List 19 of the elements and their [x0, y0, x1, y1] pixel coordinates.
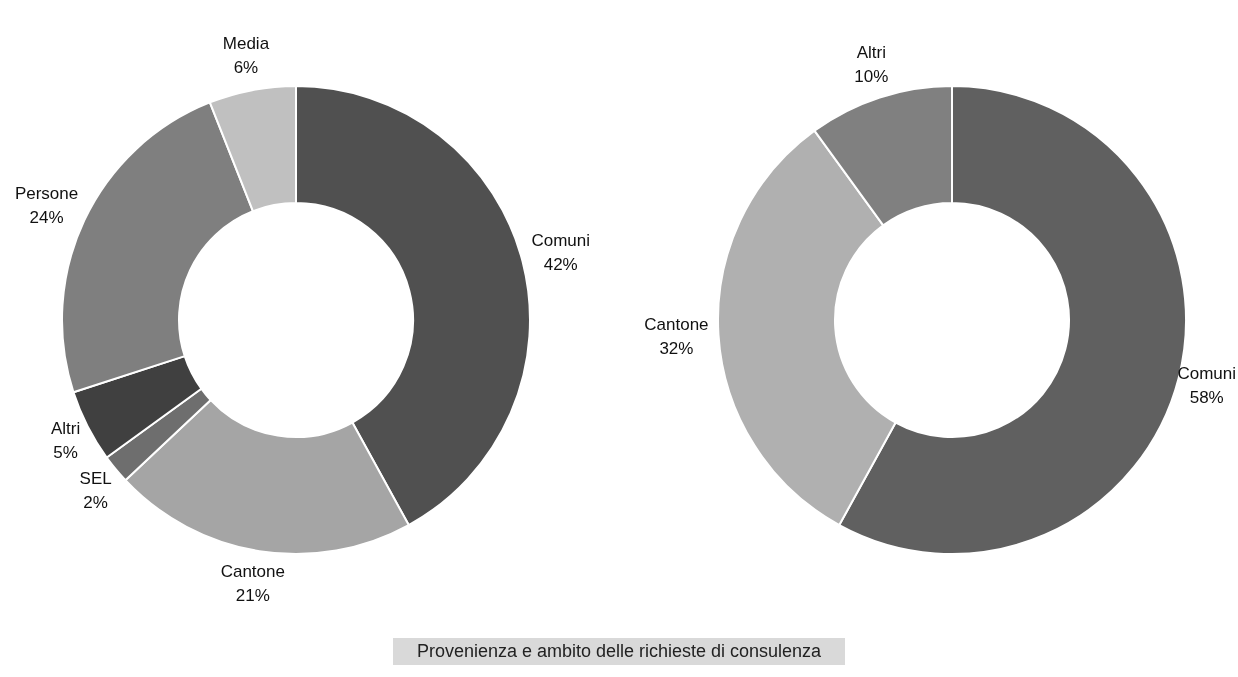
data-label: 6% — [233, 58, 259, 78]
slice-label: Cantone — [644, 314, 709, 334]
slice-label: Altri — [50, 419, 81, 439]
slice-label: Persone — [14, 183, 79, 203]
slice-label: Comuni — [531, 231, 590, 251]
data-label: 24% — [29, 207, 64, 227]
data-label: 42% — [543, 255, 578, 275]
data-label: 21% — [235, 586, 270, 606]
data-label: 2% — [83, 492, 108, 512]
data-label: 10% — [854, 66, 889, 86]
data-label: 5% — [53, 443, 78, 463]
data-label: 58% — [1189, 388, 1224, 408]
slice-label: SEL — [79, 468, 112, 488]
slice-label: Cantone — [220, 562, 285, 582]
slice-label: Media — [222, 34, 270, 54]
slice-label: Altri — [856, 42, 886, 62]
slice-label: Comuni — [1177, 364, 1237, 384]
text: Provenienza e ambito delle richieste di consulenza — [392, 638, 846, 665]
data-label: 32% — [659, 338, 694, 358]
